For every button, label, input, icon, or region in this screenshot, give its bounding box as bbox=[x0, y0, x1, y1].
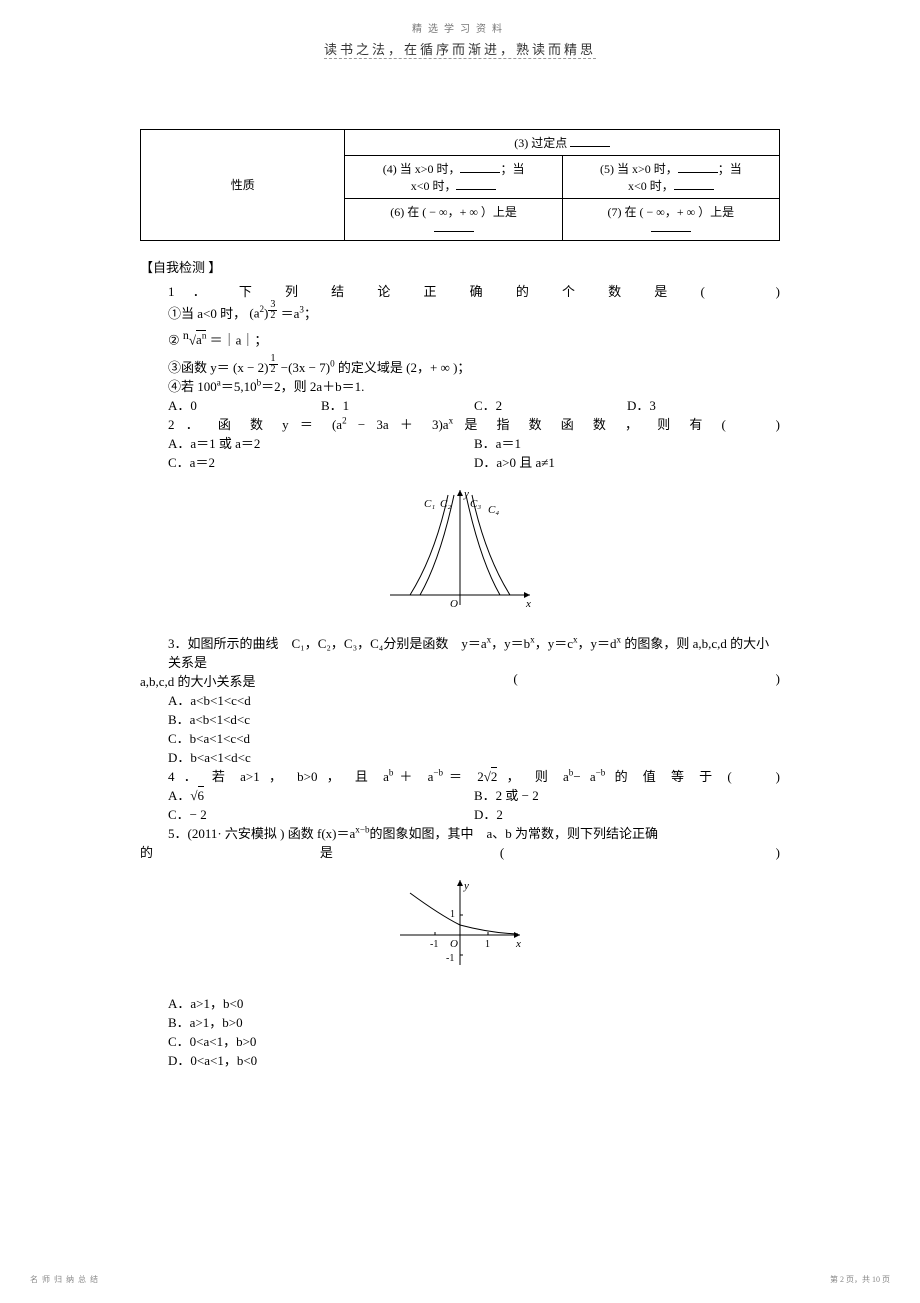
q3-optC: C．b<a<1<c<d bbox=[140, 728, 780, 747]
q3: 3．如图所示的曲线 C₁，C₂，C₃，C₄分别是函数 y＝ax，y＝bx，y＝c… bbox=[140, 633, 780, 671]
svg-text:y: y bbox=[463, 880, 469, 892]
q2: 2 ． 函 数 y ＝ (a2 − 3a ＋ 3)ax 是 指 数 函 数 ， … bbox=[140, 414, 780, 433]
q5-optB: B．a>1，b>0 bbox=[140, 1012, 780, 1031]
svg-text:C₂: C₂ bbox=[440, 498, 451, 510]
q5-tail: 的 是 ( ) bbox=[140, 842, 780, 861]
footer-left: 名师归纳总结 bbox=[30, 1274, 102, 1285]
q1-item2: ② n√an ＝｜a｜； bbox=[140, 328, 780, 348]
q1-item3: ③函数 y＝ (x − 2)12 −(3x − 7)0 的定义域是 (2，+ ∞… bbox=[140, 354, 780, 376]
svg-text:O: O bbox=[450, 938, 458, 950]
self-check-heading: 【自我检测 】 bbox=[140, 255, 780, 281]
cell-5: (5) 当 x>0 时，；当 x<0 时， bbox=[562, 156, 779, 199]
q3-optD: D．b<a<1<d<c bbox=[140, 747, 780, 766]
q2-options-row1: A．a＝1 或 a＝2 B．a＝1 bbox=[140, 433, 780, 452]
cell-7: (7) 在 ( − ∞，+ ∞ ）上是 bbox=[562, 199, 779, 241]
svg-text:C₁: C₁ bbox=[424, 498, 435, 510]
svg-text:x: x bbox=[515, 938, 521, 950]
graph-2: y x O 1 -1 1 -1 bbox=[140, 875, 780, 979]
q1-item4: ④若 100a＝5,10b＝2，则 2a＋b＝1. bbox=[140, 376, 780, 395]
cell-3: (3) 过定点 bbox=[345, 130, 780, 156]
row-label: 性质 bbox=[141, 130, 345, 241]
subtitle: 读书之法，在循序而渐进，熟读而精思 bbox=[324, 39, 596, 59]
q1-options: A．0 B．1 C．2 D．3 bbox=[140, 395, 780, 414]
q5: 5．(2011· 六安模拟 ) 函数 f(x)＝ax−b的图象如图，其中 a、b… bbox=[140, 823, 780, 842]
svg-text:C₄: C₄ bbox=[488, 504, 499, 516]
q5-optD: D．0<a<1，b<0 bbox=[140, 1050, 780, 1069]
svg-text:-1: -1 bbox=[430, 939, 438, 950]
q2-options-row2: C．a＝2 D．a>0 且 a≠1 bbox=[140, 452, 780, 471]
svg-text:1: 1 bbox=[450, 909, 455, 920]
q2-stem: 2 ． 函 数 y ＝ (a2 − 3a ＋ 3)ax 是 指 数 函 数 ， … bbox=[168, 414, 780, 433]
q3-left: a,b,c,d 的大小关系是 bbox=[140, 671, 256, 690]
svg-text:1: 1 bbox=[485, 939, 490, 950]
cell-6: (6) 在 ( − ∞，+ ∞ ）上是 bbox=[345, 199, 562, 241]
svg-text:y: y bbox=[463, 488, 469, 500]
q1-item1: ①当 a<0 时， (a2)32 ＝a3； bbox=[140, 300, 780, 322]
q4: 4 ． 若 a>1 ， b>0 ， 且 ab＋ a−b＝ 2√2 ， 则 ab−… bbox=[140, 766, 780, 785]
q4-row2: C．− 2 D．2 bbox=[140, 804, 780, 823]
svg-text:C₃: C₃ bbox=[470, 498, 481, 510]
q3-optA: A．a<b<1<c<d bbox=[140, 690, 780, 709]
q4-row1: A．√6 B．2 或 − 2 bbox=[140, 785, 780, 804]
q5-optA: A．a>1，b<0 bbox=[140, 993, 780, 1012]
svg-text:x: x bbox=[525, 598, 531, 610]
svg-text:-1: -1 bbox=[446, 953, 454, 964]
q5-optC: C．0<a<1，b>0 bbox=[140, 1031, 780, 1050]
graph-1: y x O C₁ C₂ C₃ C₄ bbox=[140, 485, 780, 619]
cell-4: (4) 当 x>0 时，；当 x<0 时， bbox=[345, 156, 562, 199]
q3-paren: a,b,c,d 的大小关系是 ( ) bbox=[140, 671, 780, 690]
footer-right: 第 2 页，共 10 页 bbox=[830, 1274, 890, 1285]
q3-optB: B．a<b<1<d<c bbox=[140, 709, 780, 728]
top-header: 精选学习资料 bbox=[40, 20, 880, 35]
svg-text:O: O bbox=[450, 598, 458, 610]
q1: 1 ． 下 列 结 论 正 确 的 个 数 是 ( ) bbox=[140, 281, 780, 300]
properties-table: 性质 (3) 过定点 (4) 当 x>0 时，；当 x<0 时， (5) 当 x… bbox=[140, 129, 780, 241]
q1-stem: 1 ． 下 列 结 论 正 确 的 个 数 是 ( ) bbox=[168, 281, 780, 300]
